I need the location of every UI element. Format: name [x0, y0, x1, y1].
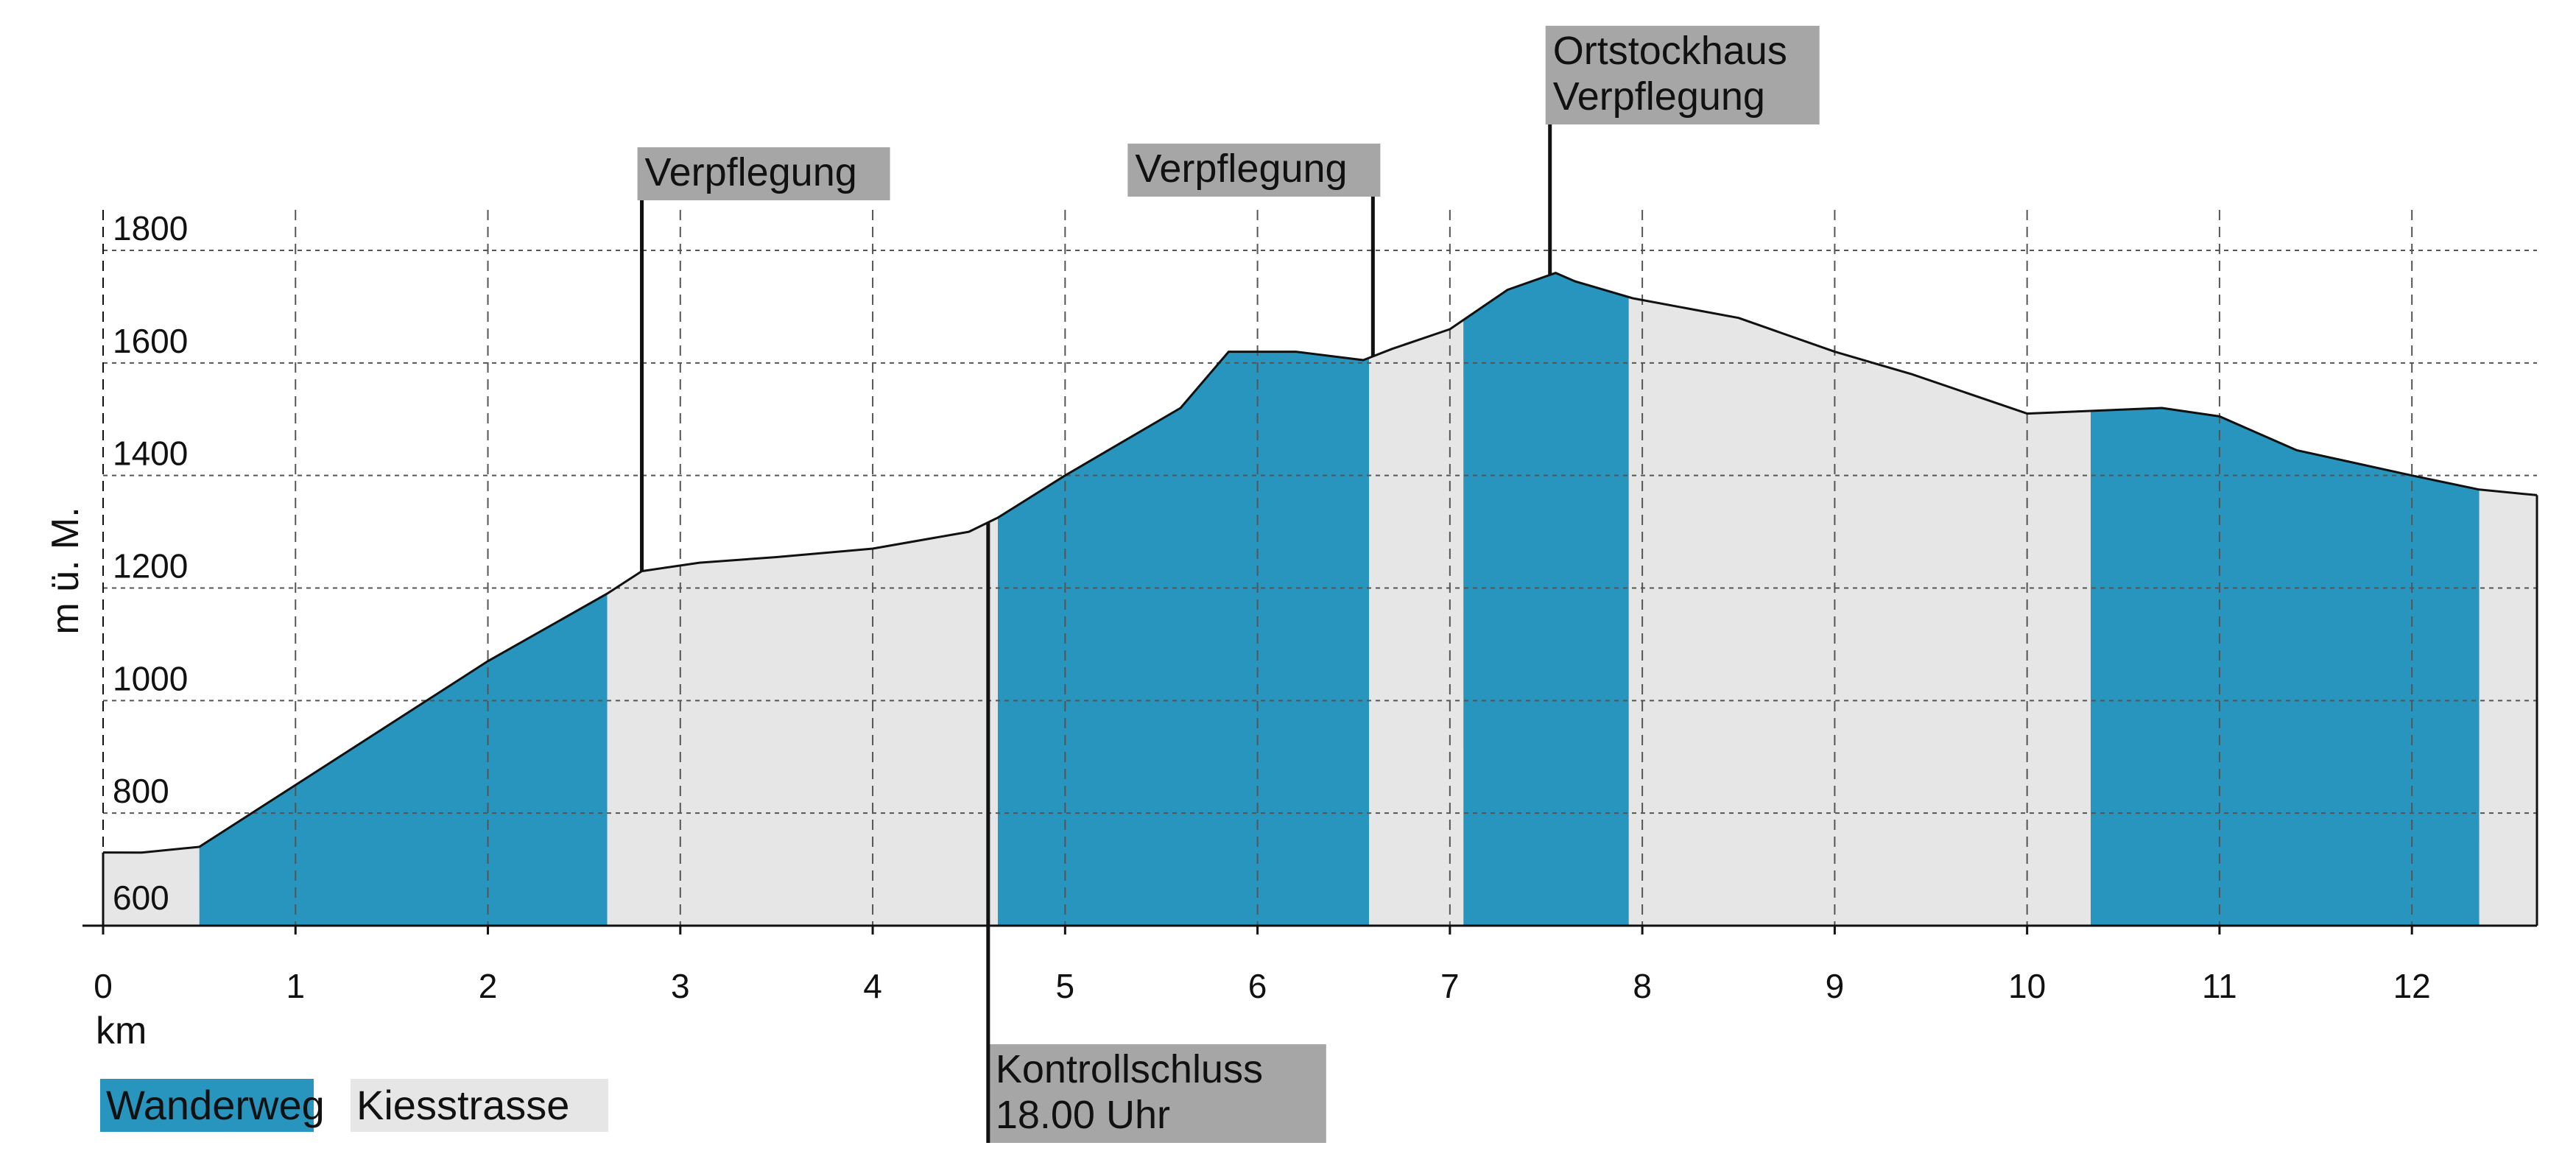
legend: Wanderweg Kiesstrasse [100, 1079, 608, 1132]
x-tick-label-1: 1 [286, 967, 305, 1005]
annotations: Verpflegung VerpflegungOrtstockhausVerpfl… [637, 26, 1820, 1143]
x-tick-label-0: 0 [94, 967, 113, 1005]
annotation-2: Verpflegung [1127, 144, 1381, 356]
y-tick-label-800: 800 [113, 772, 169, 810]
surface-segment-kiesstrasse-4 [1628, 297, 2091, 926]
surface-segment-wanderweg-1 [199, 594, 608, 926]
annotation-text: Ortstockhaus [1553, 29, 1787, 73]
legend-swatch [100, 1079, 314, 1132]
y-tick-label-1400: 1400 [113, 434, 188, 473]
surface-segment-kiesstrasse-3 [1369, 320, 1464, 926]
legend-label: Wanderweg [106, 1082, 325, 1128]
x-tick-label-5: 5 [1056, 967, 1075, 1005]
annotation-box [637, 147, 890, 200]
annotation-box [988, 1044, 1326, 1143]
surface-segment-kiesstrasse-5 [2479, 489, 2537, 926]
y-tick-label-1800: 1800 [113, 209, 188, 247]
x-tick-label-4: 4 [863, 967, 882, 1005]
legend-label: Kiesstrasse [356, 1082, 569, 1128]
annotation-text: Kontrollschluss [996, 1047, 1263, 1091]
y-tick-label-600: 600 [113, 879, 169, 917]
surface-segment-kiesstrasse-1 [103, 847, 200, 926]
x-tick-label-3: 3 [671, 967, 690, 1005]
grid-lines [103, 210, 2537, 926]
x-tick-label-11: 11 [2202, 967, 2237, 1005]
annotation-1: Verpflegung [637, 147, 890, 571]
x-tick-labels: 0 1 2 3 4 5 6 7 8 9 10 11 12 [94, 967, 2431, 1005]
legend-item-kiesstrasse: Kiesstrasse [351, 1079, 608, 1132]
elevation-line [102, 272, 2538, 854]
annotation-text: Verpflegung [1135, 147, 1347, 191]
annotation-text: 18.00 Uhr [996, 1093, 1170, 1137]
x-tick-label-6: 6 [1248, 967, 1267, 1005]
x-tick-label-7: 7 [1440, 967, 1460, 1005]
annotation-box [1127, 144, 1381, 197]
surface-segment-wanderweg-4 [2090, 408, 2480, 926]
annotation-text: Verpflegung [1553, 74, 1765, 119]
y-axis-label: m ü. M. [44, 507, 87, 634]
x-tick-label-8: 8 [1633, 967, 1652, 1005]
y-tick-label-1000: 1000 [113, 659, 188, 697]
axes [82, 210, 2537, 935]
x-axis-label: km [96, 1010, 147, 1052]
legend-swatch [351, 1079, 608, 1132]
x-tick-label-12: 12 [2393, 967, 2431, 1005]
annotation-box [1545, 26, 1820, 124]
annotation-text: Verpflegung [645, 150, 857, 194]
x-tick-label-9: 9 [1826, 967, 1845, 1005]
surface-segment-wanderweg-3 [1463, 272, 1629, 926]
profile-areas [103, 272, 2537, 926]
y-tick-label-1200: 1200 [113, 547, 188, 585]
y-tick-labels: 600 800 1000 1200 1400 1600 1800 [113, 209, 188, 917]
x-tick-label-10: 10 [2008, 967, 2046, 1005]
surface-segment-wanderweg-2 [997, 351, 1370, 926]
surface-segment-kiesstrasse-2 [607, 518, 998, 926]
y-tick-label-1600: 1600 [113, 322, 188, 360]
legend-item-wanderweg: Wanderweg [100, 1079, 325, 1132]
x-tick-label-2: 2 [479, 967, 498, 1005]
